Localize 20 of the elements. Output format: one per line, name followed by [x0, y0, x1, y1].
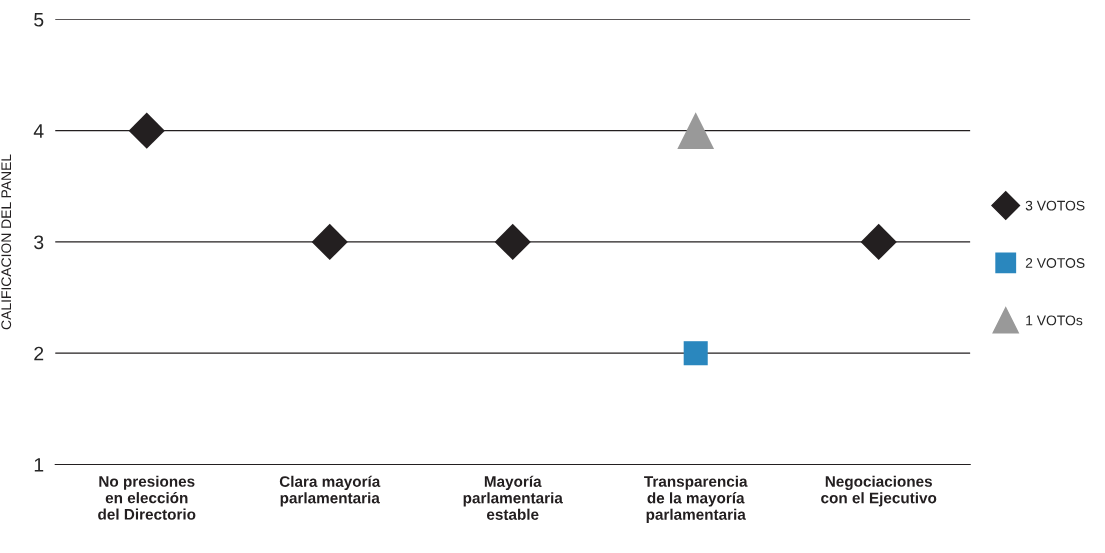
x-tick-label: Mayoría parlamentaria estable [463, 475, 563, 520]
x-tick-label: No presiones en elección del Directorio [98, 475, 196, 520]
legend-label: 1 VOTOs [1026, 315, 1083, 326]
point [128, 112, 165, 149]
y-tick-label: 2 [34, 346, 44, 361]
y-tick-label: 1 [34, 458, 44, 472]
y-tick-label: 5 [34, 13, 44, 27]
x-tick-label: Transparencia de la mayoría parlamentaria [644, 475, 748, 523]
point [860, 223, 897, 261]
point [494, 223, 531, 261]
point [677, 112, 715, 150]
y-axis-title: CALIFICACION DEL PANEL [1, 154, 12, 330]
x-tick-label: Negociaciones con el Ejecutivo [821, 475, 937, 507]
y-tick-label: 3 [34, 235, 44, 250]
legend-label: 3 VOTOS [1025, 200, 1085, 211]
y-tick-label: 4 [33, 124, 44, 138]
legend-label: 2 VOTOS [1025, 258, 1085, 268]
point [311, 223, 348, 261]
point [683, 341, 708, 366]
x-tick-label: Clara mayoría parlamentaria [279, 475, 381, 507]
